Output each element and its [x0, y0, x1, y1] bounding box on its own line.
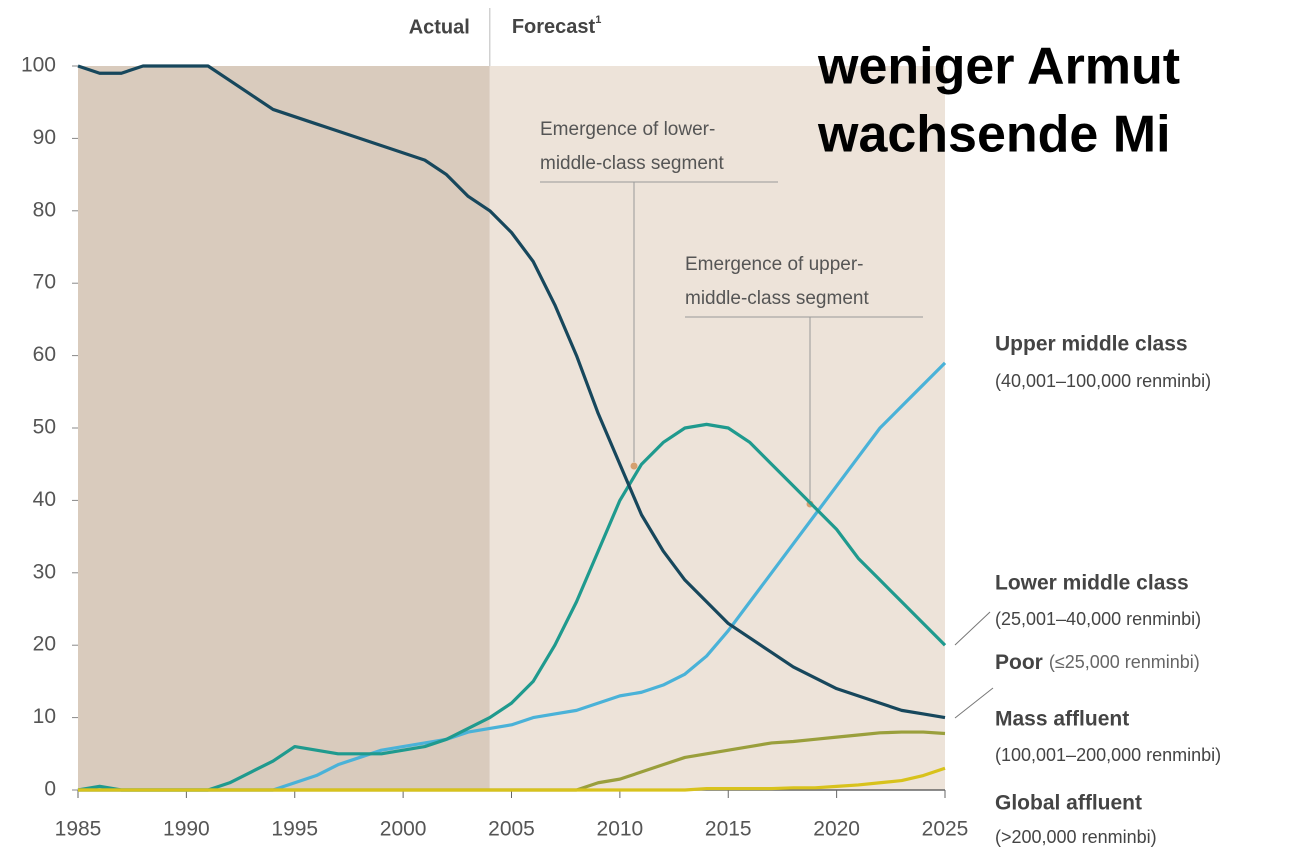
forecast-note: 1 — [595, 14, 601, 26]
legend-leader — [954, 687, 994, 719]
legend-range: (40,001–100,000 renminbi) — [995, 371, 1211, 391]
y-tick-label: 80 — [33, 198, 56, 221]
legend-name: Poor — [995, 651, 1043, 674]
y-tick-label: 100 — [21, 54, 56, 77]
y-tick-label: 10 — [33, 705, 56, 728]
forecast-background — [489, 66, 945, 790]
legend-entry: Poor (≤25,000 renminbi) — [995, 651, 1200, 674]
legend-name: Lower middle class — [995, 572, 1189, 595]
legend-range: (100,001–200,000 renminbi) — [995, 745, 1221, 765]
title: wachsende Mi — [817, 106, 1171, 164]
annotation-dot — [630, 462, 638, 470]
annotation-text: Emergence of lower- — [540, 119, 715, 140]
x-tick-label: 1995 — [271, 818, 318, 841]
legend-range: (>200,000 renminbi) — [995, 827, 1157, 847]
y-tick-label: 20 — [33, 633, 56, 656]
legend-name: Mass affluent — [995, 708, 1129, 731]
legend-name: Upper middle class — [995, 333, 1188, 356]
legend-range: (≤25,000 renminbi) — [1049, 652, 1200, 672]
legend-range: (25,001–40,000 renminbi) — [995, 609, 1201, 629]
x-tick-label: 1985 — [55, 818, 102, 841]
title: weniger Armut — [817, 38, 1180, 96]
y-tick-label: 70 — [33, 271, 56, 294]
x-tick-label: 2010 — [597, 818, 644, 841]
forecast-text: Forecast — [512, 16, 596, 38]
y-tick-label: 30 — [33, 560, 56, 583]
annotation-text: middle-class segment — [540, 153, 724, 174]
forecast-label: Forecast1 — [512, 14, 602, 38]
y-tick-label: 40 — [33, 488, 56, 511]
legend-leader — [954, 611, 991, 646]
x-tick-label: 2005 — [488, 818, 535, 841]
annotation-text: middle-class segment — [685, 288, 869, 309]
actual-background — [78, 66, 490, 790]
annotation-text: Emergence of upper- — [685, 254, 864, 275]
series-line — [78, 766, 946, 792]
y-tick-label: 60 — [33, 343, 56, 366]
x-tick-label: 2000 — [380, 818, 427, 841]
series-line — [77, 422, 947, 792]
legend-name: Global affluent — [995, 792, 1142, 815]
x-tick-label: 2020 — [813, 818, 860, 841]
x-tick-label: 2025 — [922, 818, 969, 841]
x-tick-label: 2015 — [705, 818, 752, 841]
series-line — [77, 64, 946, 720]
y-tick-label: 50 — [33, 416, 56, 439]
y-tick-label: 0 — [44, 778, 56, 801]
actual-label: Actual — [409, 16, 470, 38]
x-tick-label: 1990 — [163, 818, 210, 841]
y-tick-label: 90 — [33, 126, 56, 149]
